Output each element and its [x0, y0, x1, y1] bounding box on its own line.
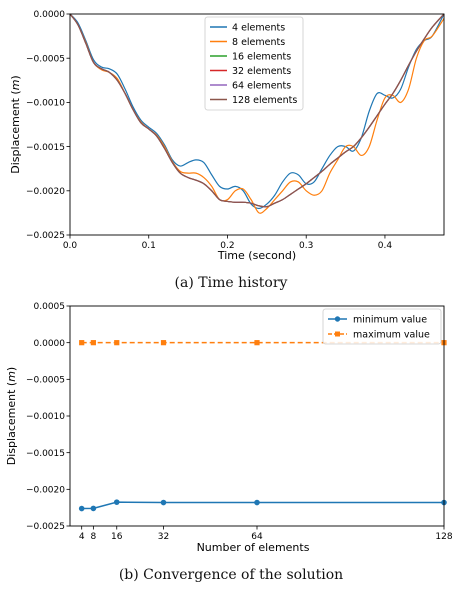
data-point — [90, 340, 96, 346]
time-history-x-label: Time (second) — [217, 249, 296, 262]
legend-entry: 8 elements — [232, 37, 285, 48]
legend-entry: 16 elements — [232, 51, 291, 62]
x-tick-label: 64 — [251, 532, 263, 542]
x-tick-label: 8 — [91, 532, 97, 542]
y-tick-label: −0.0025 — [26, 522, 65, 532]
x-tick-label: 0.3 — [299, 241, 313, 251]
series-line-minimum-value — [81, 501, 444, 510]
y-tick-label: −0.0015 — [26, 449, 65, 459]
legend-box — [204, 16, 304, 111]
data-point — [79, 340, 85, 346]
legend-entry: 32 elements — [232, 66, 291, 77]
time-history-caption: (a) Time history — [175, 275, 288, 291]
y-tick-label: −0.0020 — [26, 187, 65, 197]
y-tick-label: −0.0025 — [26, 231, 65, 241]
time-history-y-label: Displacement (m) — [9, 75, 22, 173]
x-tick-label: 4 — [79, 532, 85, 542]
y-tick-label: −0.0020 — [26, 486, 65, 496]
y-tick-label: −0.0010 — [26, 99, 65, 109]
convergence-caption: (b) Convergence of the solution — [119, 567, 343, 583]
time-history-legend: 4 elements 8 elements 16 elements 32 elemen… — [204, 16, 304, 111]
x-tick-label: 16 — [111, 532, 123, 542]
y-tick-label: 0.0005 — [34, 302, 66, 312]
y-tick-label: −0.0005 — [26, 54, 65, 64]
data-point — [254, 340, 260, 346]
x-tick-label: 0.0 — [63, 241, 78, 251]
series-line-6 — [69, 13, 445, 208]
data-point — [113, 499, 120, 505]
data-point — [254, 499, 260, 506]
y-tick-label: 0.0000 — [34, 339, 66, 349]
legend-marker — [335, 331, 340, 337]
y-tick-label: 0.0000 — [34, 10, 66, 20]
legend-entry: 4 elements — [232, 22, 285, 33]
convergence-y-label: Displacement (m) — [5, 367, 18, 465]
data-point — [78, 505, 85, 512]
data-point — [90, 505, 97, 512]
convergence-chart: 4 8 16 32 64 128 0.0005 0.0000 −0.0005 −0.0010 −0… — [5, 302, 453, 583]
time-history-chart: 0.0 0.1 0.2 0.3 0.4 0.0000 −0.0005 −0.0010 −0.0… — [9, 10, 445, 291]
legend-box — [322, 308, 442, 345]
x-tick-label: 0.1 — [142, 241, 156, 251]
legend-entry: maximum value — [353, 329, 430, 340]
y-tick-label: −0.0005 — [26, 376, 65, 386]
x-tick-label: 0.4 — [378, 241, 393, 251]
convergence-x-label: Number of elements — [197, 541, 310, 554]
time-history-x-ticks: 0.0 0.1 0.2 0.3 0.4 — [63, 235, 393, 251]
legend-entry: 64 elements — [232, 80, 291, 91]
legend-entry: 128 elements — [232, 95, 297, 106]
x-tick-label: 128 — [435, 532, 452, 542]
time-history-plot-frame — [69, 13, 445, 236]
legend-marker — [334, 316, 341, 322]
data-point — [160, 499, 167, 506]
x-tick-label: 32 — [158, 532, 169, 542]
convergence-legend: minimum value maximum value — [322, 308, 442, 345]
y-tick-label: −0.0015 — [26, 143, 65, 153]
time-history-series — [69, 13, 445, 214]
convergence-series — [78, 340, 447, 512]
data-point — [114, 340, 120, 346]
y-tick-label: −0.0010 — [26, 412, 65, 422]
legend-entry: minimum value — [353, 314, 427, 325]
time-history-y-ticks: 0.0000 −0.0005 −0.0010 −0.0015 −0.0020 −0.002… — [26, 10, 70, 241]
convergence-y-ticks: 0.0005 0.0000 −0.0005 −0.0010 −0.0015 −0.0020… — [26, 302, 70, 532]
convergence-x-ticks: 4 8 16 32 64 128 — [79, 526, 453, 542]
data-point — [160, 340, 167, 346]
x-tick-label: 0.2 — [220, 241, 234, 251]
